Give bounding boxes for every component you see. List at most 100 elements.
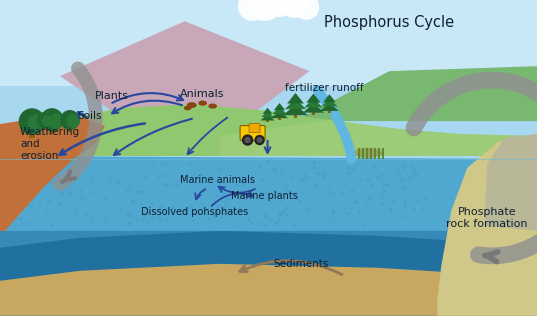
Ellipse shape (184, 106, 192, 110)
Circle shape (126, 223, 129, 226)
Circle shape (332, 212, 335, 214)
Circle shape (313, 167, 316, 169)
Circle shape (26, 186, 29, 189)
Circle shape (39, 204, 41, 206)
Circle shape (352, 169, 354, 171)
Circle shape (15, 217, 17, 220)
Circle shape (358, 211, 360, 213)
Polygon shape (60, 21, 309, 116)
Circle shape (382, 203, 384, 205)
Text: Plants: Plants (95, 91, 129, 101)
Circle shape (281, 170, 284, 172)
Circle shape (109, 177, 111, 180)
Circle shape (120, 209, 122, 211)
Circle shape (69, 193, 72, 195)
Circle shape (291, 175, 293, 178)
Circle shape (270, 219, 272, 222)
Polygon shape (322, 98, 337, 106)
Circle shape (20, 187, 22, 189)
Circle shape (257, 138, 262, 142)
Circle shape (30, 207, 33, 209)
Text: Phosphorus Cycle: Phosphorus Cycle (324, 15, 455, 30)
Circle shape (17, 162, 20, 164)
Circle shape (90, 178, 93, 180)
Circle shape (93, 191, 95, 194)
Circle shape (48, 180, 51, 183)
Circle shape (117, 182, 119, 184)
Circle shape (282, 210, 285, 213)
Polygon shape (0, 231, 537, 316)
Polygon shape (0, 116, 105, 231)
Circle shape (348, 167, 350, 169)
Circle shape (359, 179, 362, 182)
Bar (278, 116, 281, 120)
Circle shape (248, 218, 250, 221)
Circle shape (80, 189, 82, 191)
Circle shape (324, 176, 326, 178)
Circle shape (343, 183, 346, 185)
Circle shape (279, 213, 282, 216)
Circle shape (28, 115, 45, 131)
Circle shape (299, 200, 301, 202)
Bar (294, 112, 298, 118)
Circle shape (193, 220, 195, 222)
Circle shape (231, 209, 233, 211)
Circle shape (51, 223, 53, 226)
Circle shape (239, 178, 242, 181)
Circle shape (143, 213, 146, 215)
Circle shape (85, 213, 87, 215)
Circle shape (188, 162, 190, 164)
Circle shape (245, 137, 250, 143)
Circle shape (31, 190, 33, 193)
Bar (49, 124, 54, 134)
Polygon shape (287, 93, 304, 104)
Circle shape (243, 135, 252, 145)
Circle shape (165, 174, 167, 177)
Circle shape (257, 222, 259, 224)
Circle shape (323, 172, 326, 175)
Text: Sediments: Sediments (274, 259, 329, 269)
Circle shape (19, 218, 22, 220)
Circle shape (305, 177, 308, 180)
Circle shape (417, 199, 419, 202)
Polygon shape (0, 264, 537, 316)
Polygon shape (283, 105, 308, 115)
Text: Marine animals: Marine animals (180, 175, 255, 185)
Circle shape (172, 207, 174, 210)
Circle shape (38, 183, 41, 185)
Circle shape (381, 174, 383, 176)
Circle shape (140, 192, 143, 194)
Ellipse shape (208, 104, 217, 109)
Circle shape (28, 222, 31, 224)
Circle shape (293, 224, 295, 226)
Circle shape (36, 163, 38, 166)
Circle shape (363, 223, 365, 226)
Circle shape (383, 184, 385, 186)
Circle shape (264, 0, 295, 16)
Circle shape (403, 187, 406, 190)
Circle shape (67, 115, 79, 127)
Polygon shape (0, 194, 537, 316)
Circle shape (265, 216, 268, 218)
Polygon shape (320, 103, 339, 111)
Circle shape (76, 167, 79, 169)
Bar (266, 118, 268, 122)
Circle shape (166, 219, 168, 221)
Bar (29, 126, 35, 138)
Circle shape (11, 214, 13, 217)
Circle shape (160, 206, 162, 208)
Circle shape (59, 179, 61, 181)
Circle shape (415, 174, 417, 177)
Polygon shape (294, 66, 537, 121)
Circle shape (151, 202, 153, 204)
Polygon shape (271, 111, 288, 118)
Circle shape (351, 189, 354, 191)
Polygon shape (263, 108, 272, 114)
Bar (328, 108, 331, 113)
Circle shape (353, 201, 356, 204)
Circle shape (422, 209, 424, 211)
Polygon shape (323, 94, 336, 102)
Circle shape (315, 183, 317, 186)
Circle shape (403, 163, 406, 165)
Circle shape (22, 183, 24, 186)
